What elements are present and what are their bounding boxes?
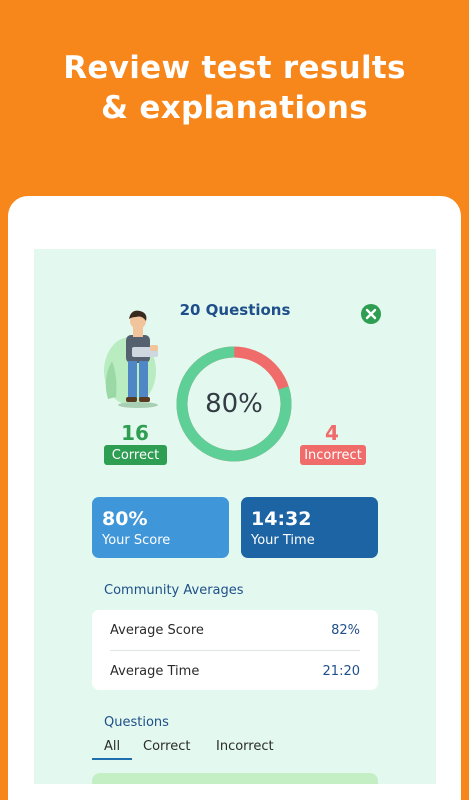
- your-score-value: 80%: [102, 508, 148, 530]
- incorrect-badge: Incorrect: [300, 445, 366, 465]
- tab-incorrect[interactable]: Incorrect: [216, 739, 274, 754]
- correct-badge: Correct: [104, 445, 167, 465]
- your-time-card: 14:32 Your Time: [241, 497, 378, 558]
- community-averages-table: Average Score 82% Average Time 21:20: [92, 610, 378, 690]
- your-score-label: Your Score: [102, 533, 171, 548]
- incorrect-count: 4: [325, 421, 339, 445]
- headline-line-2: & explanations: [100, 90, 369, 126]
- close-icon: [365, 308, 377, 320]
- questions-section-title: Questions: [104, 715, 169, 730]
- close-button[interactable]: [361, 304, 381, 324]
- your-time-label: Your Time: [251, 533, 315, 548]
- ring-correct-segment: [176, 346, 292, 462]
- student-avatar-illustration: [104, 310, 158, 408]
- results-screen: 20 Questions 80% 16 Correct 4 Incorrect …: [34, 249, 436, 784]
- headline-line-1: Review test results: [63, 50, 406, 86]
- active-tab-indicator: [92, 758, 132, 760]
- score-percent-label: 80%: [205, 389, 263, 419]
- tab-correct[interactable]: Correct: [143, 739, 191, 754]
- average-time-label: Average Time: [110, 663, 200, 679]
- your-time-value: 14:32: [251, 508, 312, 530]
- correct-count: 16: [121, 421, 149, 445]
- question-list-item[interactable]: [92, 773, 378, 784]
- average-score-label: Average Score: [110, 622, 204, 638]
- average-time-value: 21:20: [322, 663, 360, 679]
- score-ring: [176, 346, 292, 462]
- tab-all[interactable]: All: [104, 739, 121, 754]
- average-score-row: Average Score 82%: [110, 610, 360, 650]
- headline: Review test results & explanations: [0, 48, 469, 128]
- average-score-value: 82%: [331, 622, 360, 638]
- your-score-card: 80% Your Score: [92, 497, 229, 558]
- community-averages-title: Community Averages: [104, 583, 244, 598]
- row-divider: [110, 650, 360, 651]
- average-time-row: Average Time 21:20: [110, 651, 360, 691]
- question-count-title: 20 Questions: [179, 301, 291, 319]
